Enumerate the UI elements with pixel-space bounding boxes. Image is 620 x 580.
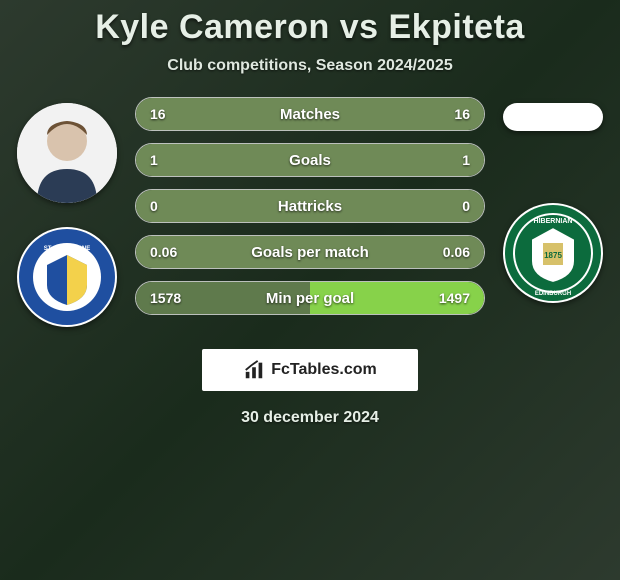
- crest-icon: HIBERNIAN EDINBURGH 1875: [503, 203, 603, 303]
- stat-left-value: 1578: [150, 290, 181, 306]
- left-club-crest: ST JOHNSTONE: [17, 227, 117, 327]
- stat-row: 1578 Min per goal 1497: [135, 281, 485, 315]
- svg-text:HIBERNIAN: HIBERNIAN: [534, 218, 573, 225]
- stat-left-value: 16: [150, 106, 166, 122]
- stat-right-value: 16: [454, 106, 470, 122]
- stat-left-value: 0.06: [150, 244, 177, 260]
- stat-label: Min per goal: [266, 290, 354, 307]
- svg-text:1875: 1875: [544, 251, 562, 260]
- right-player-column: HIBERNIAN EDINBURGH 1875: [503, 103, 603, 303]
- bar-chart-icon: [243, 359, 265, 381]
- stats-column: 16 Matches 16 1 Goals 1 0 Hattrick: [135, 97, 485, 315]
- site-logo: FcTables.com: [202, 349, 418, 391]
- svg-text:EDINBURGH: EDINBURGH: [535, 291, 571, 297]
- stat-right-value: 1497: [439, 290, 470, 306]
- stat-left-value: 1: [150, 152, 158, 168]
- stat-label: Hattricks: [278, 198, 342, 215]
- page-title: Kyle Cameron vs Ekpiteta: [95, 8, 525, 47]
- stat-left-value: 0: [150, 198, 158, 214]
- stat-row: 0.06 Goals per match 0.06: [135, 235, 485, 269]
- site-logo-text: FcTables.com: [271, 361, 377, 379]
- stat-label: Matches: [280, 106, 340, 123]
- left-player-column: ST JOHNSTONE: [17, 103, 117, 327]
- stat-row: 0 Hattricks 0: [135, 189, 485, 223]
- stat-right-value: 1: [462, 152, 470, 168]
- crest-icon: ST JOHNSTONE: [17, 227, 117, 327]
- stat-left-bg: [136, 144, 310, 176]
- stat-label: Goals per match: [251, 244, 369, 261]
- subtitle: Club competitions, Season 2024/2025: [167, 57, 452, 75]
- svg-text:ST JOHNSTONE: ST JOHNSTONE: [44, 246, 91, 252]
- person-icon: [17, 103, 117, 203]
- right-player-avatar: [503, 103, 603, 131]
- stat-right-value: 0: [462, 198, 470, 214]
- stat-right-value: 0.06: [443, 244, 470, 260]
- stat-right-bg: [310, 144, 484, 176]
- date-text: 30 december 2024: [241, 409, 379, 427]
- comparison-content: ST JOHNSTONE 16 Matches 16 1: [0, 103, 620, 327]
- stat-row: 16 Matches 16: [135, 97, 485, 131]
- left-player-avatar: [17, 103, 117, 203]
- stat-row: 1 Goals 1: [135, 143, 485, 177]
- stat-label: Goals: [289, 152, 331, 169]
- right-club-crest: HIBERNIAN EDINBURGH 1875: [503, 203, 603, 303]
